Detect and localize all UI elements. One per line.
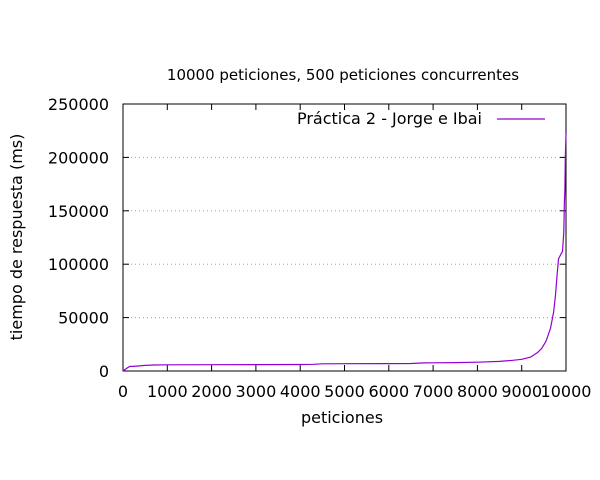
plot-frame — [122, 103, 567, 372]
x-tick-label: 6000 — [368, 382, 409, 401]
x-axis-ticks: 0 1000 2000 3000 4000 5000 6000 7000 8000 9000100… — [118, 104, 592, 401]
y-tick-label: 100000 — [48, 255, 109, 274]
y-axis-label: tiempo de respuesta (ms) — [7, 134, 26, 341]
chart-title: 10000 peticiones, 500 peticiones concurr… — [167, 66, 519, 84]
y-tick-label: 200000 — [48, 148, 109, 167]
x-tick-label: 5000 — [324, 382, 365, 401]
x-tick-label: 8000 — [457, 382, 498, 401]
x-tick-label: 0 — [118, 382, 128, 401]
legend-label: Práctica 2 - Jorge e Ibai — [297, 109, 482, 128]
y-axis-ticks: 0 50000 100000 150000 200000 250000 — [48, 95, 566, 381]
gridlines — [123, 156, 566, 319]
x-tick-label: 10000 — [541, 382, 592, 401]
y-tick-label: 250000 — [48, 95, 109, 114]
x-axis-label: peticiones — [301, 408, 383, 427]
x-tick-label: 2000 — [191, 382, 232, 401]
x-tick-label: 3000 — [236, 382, 277, 401]
legend: Práctica 2 - Jorge e Ibai — [297, 109, 545, 128]
y-tick-label: 150000 — [48, 202, 109, 221]
series-line — [122, 133, 567, 372]
x-tick-label: 7000 — [413, 382, 454, 401]
x-tick-label: 4000 — [280, 382, 321, 401]
y-tick-label: 0 — [99, 362, 109, 381]
y-tick-label: 50000 — [58, 309, 109, 328]
series-group — [122, 133, 567, 372]
x-tick-label: 9000 — [501, 382, 542, 401]
x-tick-label: 1000 — [147, 382, 188, 401]
